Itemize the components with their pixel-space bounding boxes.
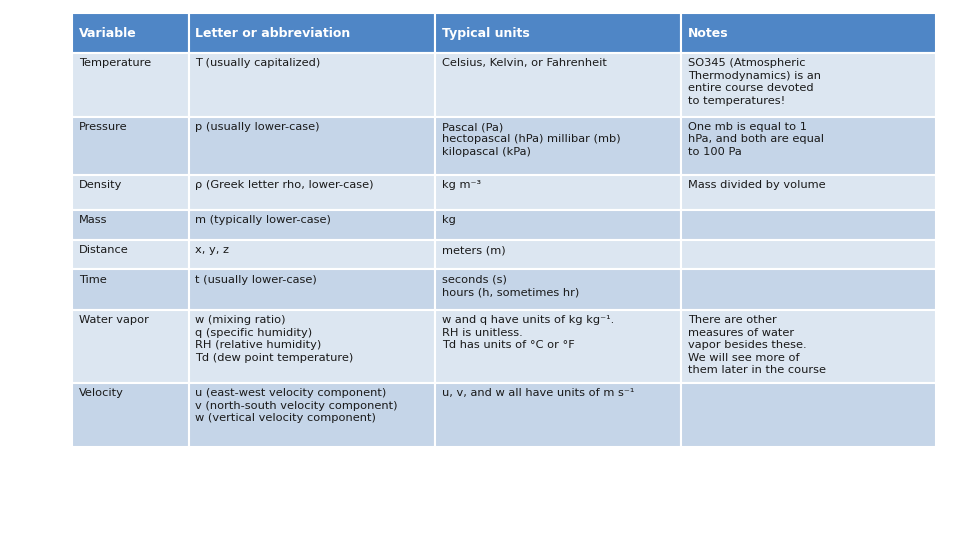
Bar <box>72 117 188 175</box>
Text: w and q have units of kg kg⁻¹.
RH is unitless.
Td has units of °C or °F: w and q have units of kg kg⁻¹. RH is uni… <box>442 315 613 350</box>
Bar <box>188 210 435 240</box>
Text: Letter or abbreviation: Letter or abbreviation <box>196 26 350 40</box>
Bar <box>435 310 682 383</box>
Text: m (typically lower-case): m (typically lower-case) <box>196 215 331 226</box>
Text: x, y, z: x, y, z <box>196 245 229 255</box>
Bar <box>188 383 435 447</box>
Text: seconds (s)
hours (h, sometimes hr): seconds (s) hours (h, sometimes hr) <box>442 275 579 297</box>
Text: kg m⁻³: kg m⁻³ <box>442 180 481 191</box>
Bar <box>435 240 682 269</box>
Bar <box>72 240 188 269</box>
Bar <box>682 53 936 117</box>
Bar <box>435 269 682 310</box>
Bar <box>72 175 188 210</box>
Bar <box>682 210 936 240</box>
Text: Distance: Distance <box>79 245 129 255</box>
Text: Notes: Notes <box>687 26 729 40</box>
Text: ρ (Greek letter rho, lower-case): ρ (Greek letter rho, lower-case) <box>196 180 373 191</box>
Text: Density: Density <box>79 180 122 191</box>
Bar <box>435 53 682 117</box>
Text: Temperature: Temperature <box>79 58 151 69</box>
Bar <box>72 310 188 383</box>
Text: Typical units: Typical units <box>442 26 529 40</box>
Bar <box>188 175 435 210</box>
Text: Variable: Variable <box>79 26 136 40</box>
Bar <box>188 53 435 117</box>
Bar <box>682 240 936 269</box>
Text: meters (m): meters (m) <box>442 245 505 255</box>
Text: Time: Time <box>79 275 107 285</box>
Text: Velocity: Velocity <box>79 388 124 399</box>
Text: u (east-west velocity component)
v (north-south velocity component)
w (vertical : u (east-west velocity component) v (nort… <box>196 388 397 423</box>
Bar <box>682 175 936 210</box>
Text: Pressure: Pressure <box>79 122 128 132</box>
Bar <box>188 240 435 269</box>
Bar <box>682 310 936 383</box>
Bar <box>682 269 936 310</box>
Bar <box>188 310 435 383</box>
Bar <box>435 175 682 210</box>
Bar <box>435 383 682 447</box>
Text: Mass divided by volume: Mass divided by volume <box>687 180 826 191</box>
Bar <box>682 383 936 447</box>
Text: Water vapor: Water vapor <box>79 315 149 326</box>
Text: One mb is equal to 1
hPa, and both are equal
to 100 Pa: One mb is equal to 1 hPa, and both are e… <box>687 122 824 157</box>
Text: SO345 (Atmospheric
Thermodynamics) is an
entire course devoted
to temperatures!: SO345 (Atmospheric Thermodynamics) is an… <box>687 58 821 105</box>
Bar <box>188 14 435 53</box>
Text: Celsius, Kelvin, or Fahrenheit: Celsius, Kelvin, or Fahrenheit <box>442 58 607 69</box>
Bar <box>188 117 435 175</box>
Bar <box>435 210 682 240</box>
Text: T (usually capitalized): T (usually capitalized) <box>196 58 321 69</box>
Bar <box>682 117 936 175</box>
Text: kg: kg <box>442 215 455 226</box>
Text: There are other
measures of water
vapor besides these.
We will see more of
them : There are other measures of water vapor … <box>687 315 826 375</box>
Bar <box>435 117 682 175</box>
Bar <box>682 14 936 53</box>
Bar <box>435 14 682 53</box>
Text: w (mixing ratio)
q (specific humidity)
RH (relative humidity)
Td (dew point temp: w (mixing ratio) q (specific humidity) R… <box>196 315 353 362</box>
Bar <box>72 14 188 53</box>
Text: Mass: Mass <box>79 215 108 226</box>
Text: u, v, and w all have units of m s⁻¹: u, v, and w all have units of m s⁻¹ <box>442 388 634 399</box>
Bar <box>72 53 188 117</box>
Text: t (usually lower-case): t (usually lower-case) <box>196 275 317 285</box>
Text: Pascal (Pa)
hectopascal (hPa) millibar (mb)
kilopascal (kPa): Pascal (Pa) hectopascal (hPa) millibar (… <box>442 122 620 157</box>
Text: p (usually lower-case): p (usually lower-case) <box>196 122 320 132</box>
Bar <box>72 269 188 310</box>
Bar <box>188 269 435 310</box>
Bar <box>72 210 188 240</box>
Bar <box>72 383 188 447</box>
